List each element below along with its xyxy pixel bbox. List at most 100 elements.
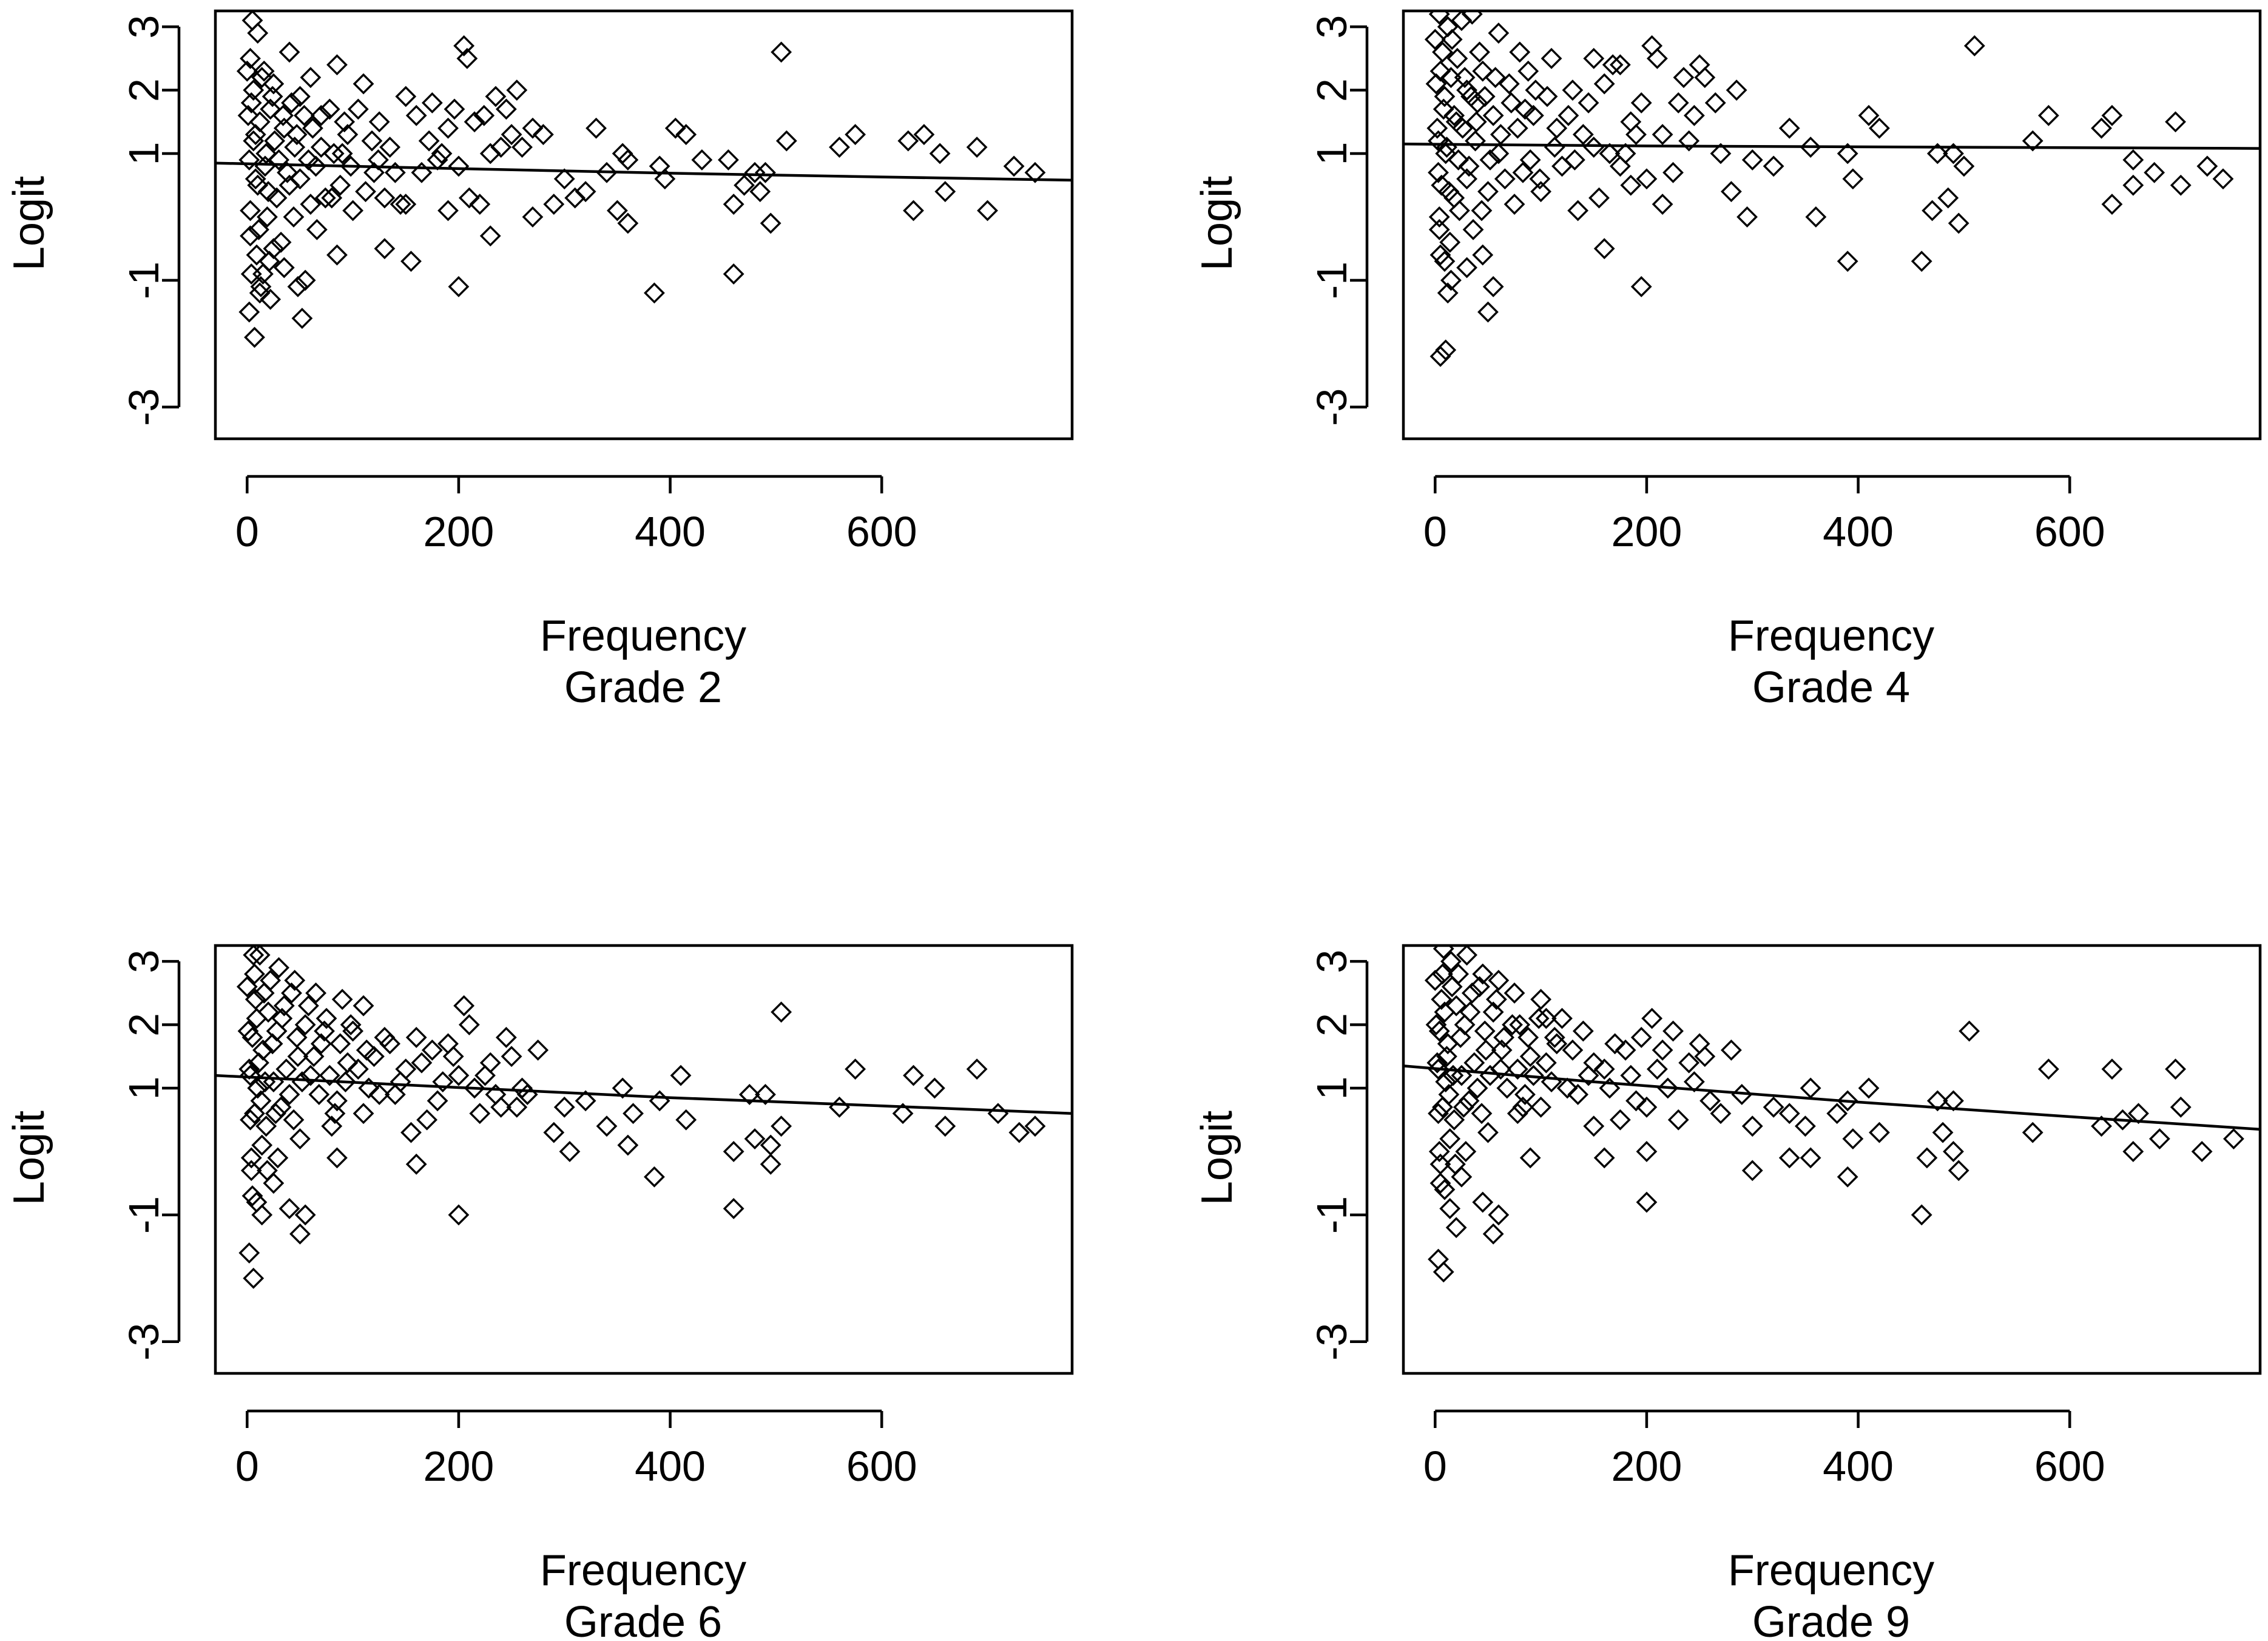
y-tick-label: 3 xyxy=(120,950,167,973)
y-axis-label: Logit xyxy=(1193,1111,1241,1205)
data-point xyxy=(553,168,575,190)
x-tick-label: 0 xyxy=(1423,1443,1447,1490)
data-point xyxy=(324,1103,346,1125)
data-point xyxy=(363,1046,385,1067)
y-tick-label: 2 xyxy=(1308,1013,1355,1037)
data-point xyxy=(2170,174,2192,196)
data-point xyxy=(1460,86,1482,107)
data-point xyxy=(479,1052,501,1074)
data-point xyxy=(444,98,465,120)
data-point xyxy=(1535,1007,1557,1029)
data-point xyxy=(361,130,383,152)
data-point xyxy=(240,1160,262,1182)
data-point xyxy=(586,117,607,139)
y-tick-label: 3 xyxy=(120,15,167,39)
data-point xyxy=(1477,1122,1499,1143)
data-point xyxy=(253,60,275,82)
data-point xyxy=(1472,963,1494,985)
data-point xyxy=(1778,117,1800,139)
data-point xyxy=(355,181,376,203)
data-point xyxy=(1926,143,1948,164)
data-point xyxy=(2122,149,2144,171)
data-point xyxy=(1456,168,1477,190)
data-point xyxy=(1438,181,1460,203)
data-point xyxy=(1428,206,1450,228)
data-point xyxy=(1922,200,1943,222)
data-point xyxy=(1519,149,1541,171)
data-point xyxy=(331,989,353,1010)
data-point xyxy=(245,168,266,190)
data-point xyxy=(1588,187,1610,209)
data-point xyxy=(2122,174,2144,196)
data-point xyxy=(596,161,618,183)
data-point xyxy=(913,124,935,146)
data-point xyxy=(1932,1122,1954,1143)
data-point xyxy=(258,251,280,272)
data-point xyxy=(771,41,792,63)
data-point xyxy=(1440,67,1462,89)
data-point xyxy=(260,98,282,120)
data-point xyxy=(310,1033,332,1055)
data-point xyxy=(501,1046,522,1067)
data-point xyxy=(1456,946,1477,966)
data-point xyxy=(294,104,315,126)
data-point xyxy=(255,1115,277,1137)
data-point xyxy=(238,149,260,171)
data-point xyxy=(473,104,495,126)
data-point xyxy=(263,73,285,95)
data-point xyxy=(2022,1122,2044,1143)
data-point xyxy=(749,181,771,203)
data-point xyxy=(368,1084,390,1105)
data-point xyxy=(278,41,300,63)
data-point xyxy=(1433,98,1454,120)
data-point xyxy=(1488,143,1510,164)
data-point xyxy=(236,976,258,998)
data-point xyxy=(289,1128,311,1149)
data-point xyxy=(248,218,269,240)
data-point xyxy=(458,187,480,209)
data-point xyxy=(1428,218,1450,240)
data-point xyxy=(247,1077,269,1099)
data-point xyxy=(1432,963,1453,985)
data-point xyxy=(1858,104,1880,126)
plot-frame xyxy=(214,944,1074,1375)
data-point xyxy=(1428,130,1449,152)
data-point xyxy=(283,206,305,228)
data-point xyxy=(1465,130,1486,152)
x-tick-label: 400 xyxy=(635,1443,706,1490)
data-point xyxy=(395,194,417,215)
data-point xyxy=(644,282,665,304)
data-point xyxy=(1694,67,1716,89)
data-point xyxy=(929,143,951,164)
data-point xyxy=(418,130,440,152)
data-point xyxy=(1636,1096,1658,1118)
data-point xyxy=(243,130,265,152)
data-point xyxy=(314,187,336,209)
data-point xyxy=(474,1064,496,1086)
data-point xyxy=(1720,181,1742,203)
data-point xyxy=(1641,35,1663,56)
data-point xyxy=(1673,67,1695,89)
data-point xyxy=(237,104,259,126)
data-point xyxy=(1842,168,1864,190)
data-point xyxy=(240,1109,261,1131)
data-point xyxy=(1512,1096,1534,1118)
data-point xyxy=(289,1223,311,1245)
data-point xyxy=(266,187,288,209)
y-tick-label: 3 xyxy=(1308,950,1355,973)
data-point xyxy=(240,200,261,222)
data-point xyxy=(267,1147,289,1169)
data-point xyxy=(675,1109,697,1131)
data-point xyxy=(1535,1052,1557,1074)
data-point xyxy=(596,1115,618,1137)
trend-line xyxy=(1403,1064,2260,1131)
data-point xyxy=(1428,1141,1450,1162)
x-tick-label: 0 xyxy=(235,1443,259,1490)
data-point xyxy=(506,80,528,101)
data-point xyxy=(1432,41,1453,63)
data-point xyxy=(1507,1058,1528,1080)
data-point xyxy=(437,117,459,139)
data-point xyxy=(246,244,268,266)
data-point xyxy=(1523,1064,1544,1086)
data-point xyxy=(342,1020,364,1042)
